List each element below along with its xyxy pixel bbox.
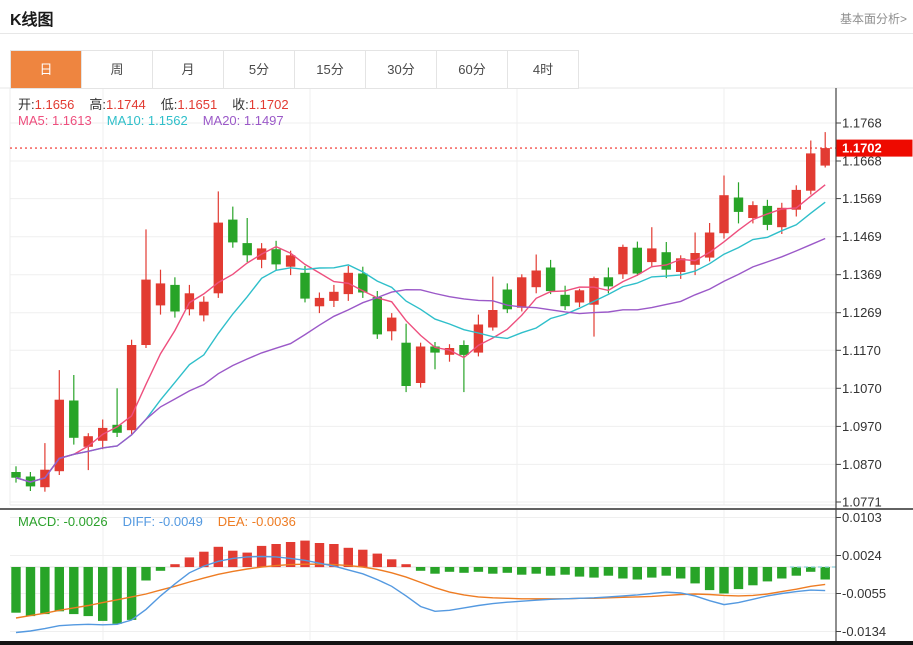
- macd-panel: [10, 540, 836, 634]
- y-axis-label: 1.1070: [842, 381, 882, 396]
- tab-4hour[interactable]: 4时: [508, 51, 578, 88]
- y-axis-label: 1.0771: [842, 495, 882, 510]
- legend-item: DIFF: -0.0049: [122, 514, 203, 529]
- tab-week[interactable]: 周: [82, 51, 153, 88]
- gridlines: [0, 87, 913, 640]
- legend-item: 高:1.1744: [89, 97, 146, 112]
- legend-item: 低:1.1651: [160, 97, 218, 112]
- ma10-line: [15, 201, 826, 483]
- legend-item: MA20: 1.1497: [202, 113, 284, 128]
- tab-15min[interactable]: 15分: [295, 51, 366, 88]
- y-axis-label: 1.1269: [842, 305, 882, 320]
- tab-month[interactable]: 月: [153, 51, 224, 88]
- y-axis-label: -0.0134: [842, 624, 886, 639]
- page-title: K线图: [10, 12, 54, 29]
- dea-line: [15, 563, 826, 619]
- ma-legend: MA5: 1.1613 MA10: 1.1562 MA20: 1.1497: [18, 113, 299, 128]
- macd-legend: MACD: -0.0026 DIFF: -0.0049 DEA: -0.0036: [18, 514, 311, 529]
- svg-text:1.1702: 1.1702: [842, 141, 882, 156]
- tab-60min[interactable]: 60分: [437, 51, 508, 88]
- legend-item: MA10: 1.1562: [106, 113, 188, 128]
- y-axis-label: 1.1768: [842, 116, 882, 131]
- legend-item: 开:1.1656: [18, 97, 75, 112]
- ma20-line: [15, 237, 826, 483]
- legend-item: DEA: -0.0036: [217, 514, 296, 529]
- candles-layer: [11, 132, 830, 492]
- fundamental-analysis-link[interactable]: 基本面分析>: [839, 12, 907, 26]
- main-y-axis: 1.1768 1.1668 1.1569 1.1469 1.1369 1.1269 1.11…: [836, 116, 913, 510]
- legend-item: MA5: 1.1613: [18, 113, 92, 128]
- panel-frame: [0, 88, 913, 645]
- tab-5min[interactable]: 5分: [224, 51, 295, 88]
- tab-30min[interactable]: 30分: [366, 51, 437, 88]
- y-axis-label: 1.0870: [842, 457, 882, 472]
- legend-item: 收:1.1702: [232, 97, 289, 112]
- diff-line: [15, 555, 826, 634]
- interval-tabs: 日周月 5分 15分 30分 60分 4时: [10, 50, 579, 89]
- macd-y-axis: 0.0103 0.0024 -0.0055 -0.0134: [836, 510, 886, 639]
- y-axis-label: 1.1469: [842, 229, 882, 244]
- legend-item: MACD: -0.0026: [18, 514, 108, 529]
- y-axis-label: 1.0970: [842, 419, 882, 434]
- tab-day[interactable]: 日: [11, 51, 82, 88]
- y-axis-label: 0.0024: [842, 548, 882, 563]
- ohlc-legend: 开:1.1656 高:1.1744 低:1.1651 收:1.1702: [18, 94, 304, 113]
- header-divider: [0, 33, 913, 34]
- y-axis-label: -0.0055: [842, 586, 886, 601]
- y-axis-label: 1.1668: [842, 154, 882, 169]
- y-axis-label: 0.0103: [842, 510, 882, 525]
- ma5-line: [15, 184, 826, 483]
- current-price-tag: 1.1702: [836, 139, 913, 157]
- y-axis-label: 1.1369: [842, 267, 882, 282]
- y-axis-label: 1.1569: [842, 191, 882, 206]
- y-axis-label: 1.1170: [842, 343, 881, 358]
